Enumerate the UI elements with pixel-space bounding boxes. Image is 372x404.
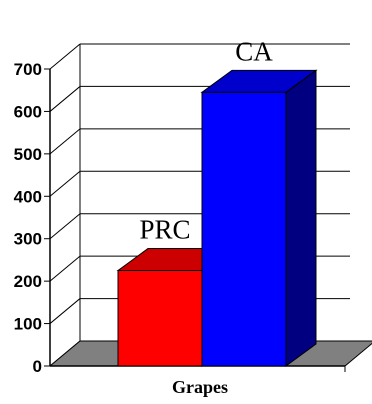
bar-label-prc: PRC bbox=[139, 215, 190, 245]
gridline-side bbox=[49, 255, 81, 282]
bar-label-ca: CA bbox=[235, 36, 273, 66]
bar-front bbox=[117, 270, 203, 367]
y-tick-label: 700 bbox=[14, 60, 42, 79]
gridline-side bbox=[49, 170, 81, 197]
gridline-side bbox=[49, 298, 81, 324]
y-tick-label: 300 bbox=[14, 230, 42, 249]
gridline-side bbox=[49, 213, 81, 240]
y-ticks: 0 100 200 300 400 500 600 700 bbox=[14, 60, 346, 376]
gridline-side bbox=[49, 128, 81, 155]
y-tick-label: 100 bbox=[14, 315, 42, 334]
gridline-side bbox=[49, 86, 81, 112]
bar-side bbox=[285, 69, 317, 367]
y-tick-label: 400 bbox=[14, 187, 42, 206]
y-tick-label: 0 bbox=[33, 357, 42, 376]
y-tick-label: 600 bbox=[14, 102, 42, 121]
bar-ca bbox=[200, 69, 318, 367]
data-labels: PRC CA bbox=[139, 36, 273, 244]
gridline-side bbox=[49, 43, 81, 70]
y-tick-label: 200 bbox=[14, 272, 42, 291]
bar-front bbox=[201, 91, 287, 367]
bars bbox=[116, 69, 318, 367]
x-axis-label: Grapes bbox=[172, 377, 228, 397]
y-tick-label: 500 bbox=[14, 145, 42, 164]
